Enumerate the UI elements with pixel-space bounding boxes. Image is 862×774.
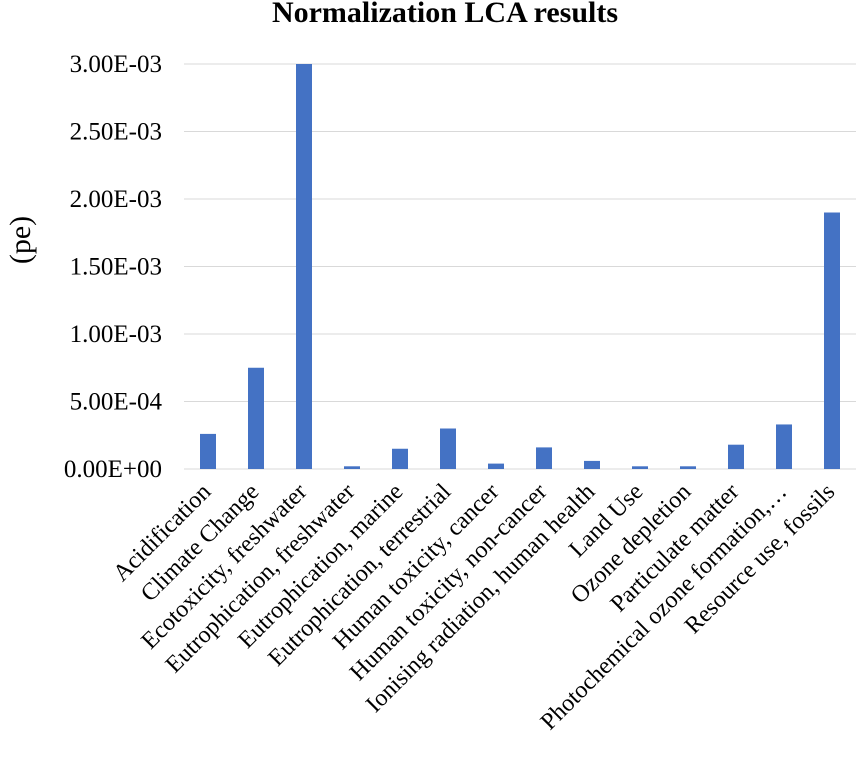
- bar: [344, 466, 360, 469]
- y-tick-label: 2.50E-03: [70, 119, 162, 146]
- bars: [200, 64, 840, 469]
- bar: [824, 212, 840, 469]
- bar: [632, 466, 648, 469]
- y-tick-label: 1.50E-03: [70, 254, 162, 281]
- chart-title: Normalization LCA results: [272, 0, 618, 29]
- y-axis-label: (pe): [4, 216, 37, 264]
- bar: [392, 448, 408, 469]
- y-tick-label: 3.00E-03: [70, 51, 162, 78]
- bar: [488, 463, 504, 469]
- bar: [200, 433, 216, 469]
- y-tick-label: 2.00E-03: [70, 186, 162, 213]
- y-tick-label: 1.00E-03: [70, 321, 162, 348]
- bar: [584, 460, 600, 469]
- bar: [728, 444, 744, 469]
- bar: [296, 64, 312, 469]
- grid-lines: [184, 63, 856, 470]
- bar: [680, 466, 696, 469]
- y-tick-label: 5.00E-04: [70, 389, 163, 416]
- bar: [248, 367, 264, 469]
- bar: [440, 428, 456, 469]
- bar: [776, 424, 792, 469]
- y-tick-label: 0.00E+00: [64, 456, 162, 483]
- bar: [536, 447, 552, 469]
- y-axis-ticks: 0.00E+00 5.00E-04 1.00E-03 1.50E-03 2.00E-03…: [64, 51, 163, 483]
